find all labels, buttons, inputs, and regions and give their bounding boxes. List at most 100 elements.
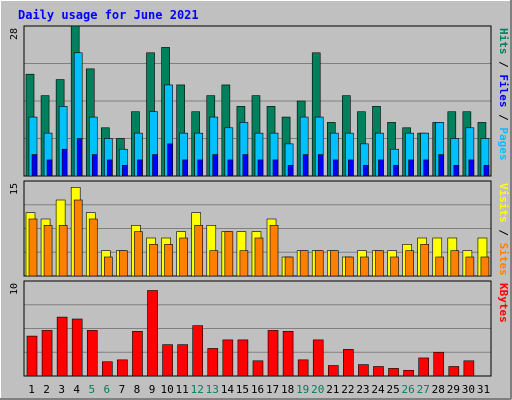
x-tick-label: 22 xyxy=(341,383,354,396)
x-tick-label: 29 xyxy=(447,383,460,396)
kbytes-bar xyxy=(177,344,188,377)
pages-bar xyxy=(122,164,128,177)
pages-bar xyxy=(272,159,279,177)
sites-bar xyxy=(269,225,279,277)
kbytes-bar xyxy=(162,344,173,377)
x-tick-label: 9 xyxy=(149,383,156,396)
legend-kbytes: KBytes xyxy=(497,283,510,323)
legend-pages: Pages xyxy=(497,127,510,160)
sites-bar xyxy=(390,256,399,277)
kbytes-panel: 10 KBytes xyxy=(9,280,510,377)
kbytes-bar xyxy=(433,351,445,377)
kbytes-bar xyxy=(26,335,38,377)
kbytes-bar xyxy=(192,325,204,377)
pages-bar xyxy=(257,159,264,177)
y-max-label: 15 xyxy=(9,183,20,195)
sites-bar xyxy=(480,256,490,277)
x-tick-label: 18 xyxy=(281,383,294,396)
kbytes-bar xyxy=(297,359,309,377)
visits-panel: 15 Visits / Sites xyxy=(9,180,510,277)
kbytes-bar xyxy=(102,361,113,377)
pages-bar xyxy=(212,154,219,177)
sites-bar xyxy=(88,218,98,277)
pages-bar xyxy=(197,159,204,177)
sites-bar xyxy=(239,250,249,277)
pages-bar xyxy=(408,159,414,177)
x-tick-label: 20 xyxy=(311,383,324,396)
sites-bar xyxy=(284,256,294,277)
pages-bar xyxy=(76,138,83,177)
visits-legend-text: Visits / Sites xyxy=(497,183,510,276)
kbytes-bar xyxy=(147,290,158,377)
sites-bar xyxy=(420,244,429,277)
sites-bar xyxy=(329,250,339,277)
pages-bar xyxy=(46,159,53,177)
hits-legend-text: Hits / Files / Pages xyxy=(497,28,510,161)
legend-visits: Visits xyxy=(497,183,510,223)
sites-bar xyxy=(209,250,219,277)
pages-bar xyxy=(363,164,369,177)
sites-bar xyxy=(224,231,234,277)
sites-bar xyxy=(28,218,38,277)
kbytes-bar xyxy=(71,318,83,377)
kbytes-bar xyxy=(312,339,324,377)
x-tick-label: 30 xyxy=(462,383,475,396)
chart-title: Daily usage for June 2021 xyxy=(18,8,199,22)
kbytes-bar xyxy=(418,357,429,377)
kbytes-bar xyxy=(327,365,339,377)
sites-bar xyxy=(360,256,369,277)
sites-bar xyxy=(104,256,113,277)
kbytes-legend-text: KBytes xyxy=(497,283,510,323)
hits-legend: Hits / Files / Pages xyxy=(497,28,510,161)
x-tick-label: 13 xyxy=(206,383,219,396)
sites-bar xyxy=(314,250,324,277)
kbytes-bar xyxy=(373,366,384,377)
legend-files: Files xyxy=(497,74,510,107)
kbytes-bar xyxy=(267,330,279,377)
legend-separator: / xyxy=(497,55,510,75)
kbytes-bar xyxy=(358,364,369,377)
x-tick-label: 12 xyxy=(191,383,204,396)
pages-bar xyxy=(378,159,384,177)
sites-bar xyxy=(58,225,68,277)
x-tick-label: 4 xyxy=(73,383,80,396)
pages-bar xyxy=(31,154,38,177)
x-tick-label: 17 xyxy=(266,383,279,396)
kbytes-bar xyxy=(252,360,264,377)
series-files xyxy=(28,52,490,177)
x-tick-label: 7 xyxy=(119,383,126,396)
x-tick-label: 3 xyxy=(58,383,65,396)
legend-hits: Hits xyxy=(497,28,510,55)
pages-bar xyxy=(227,159,234,177)
x-tick-label: 27 xyxy=(417,383,430,396)
series-kbytes xyxy=(26,290,475,377)
legend-separator: / xyxy=(497,108,510,128)
kbytes-legend: KBytes xyxy=(497,283,510,323)
sites-bar xyxy=(149,244,158,277)
pages-bar xyxy=(438,154,445,177)
kbytes-bar xyxy=(282,331,294,377)
kbytes-bar xyxy=(388,368,399,377)
kbytes-bar xyxy=(117,359,128,377)
pages-bar xyxy=(152,154,158,177)
pages-bar xyxy=(332,159,339,177)
pages-bar xyxy=(302,154,309,177)
pages-bar xyxy=(167,143,173,177)
sites-bar xyxy=(254,237,264,277)
pages-bar xyxy=(61,148,68,177)
sites-bar xyxy=(119,250,128,277)
pages-bar xyxy=(423,159,429,177)
sites-bar xyxy=(164,244,173,277)
sites-bar xyxy=(435,256,445,277)
legend-separator: / xyxy=(497,223,510,243)
x-tick-label: 16 xyxy=(251,383,264,396)
x-tick-label: 31 xyxy=(477,383,490,396)
pages-bar xyxy=(242,154,249,177)
kbytes-bar xyxy=(463,360,475,377)
x-tick-label: 21 xyxy=(326,383,339,396)
visits-legend: Visits / Sites xyxy=(497,183,510,276)
pages-bar xyxy=(393,164,399,177)
x-tick-label: 8 xyxy=(134,383,141,396)
kbytes-bar xyxy=(86,330,98,377)
